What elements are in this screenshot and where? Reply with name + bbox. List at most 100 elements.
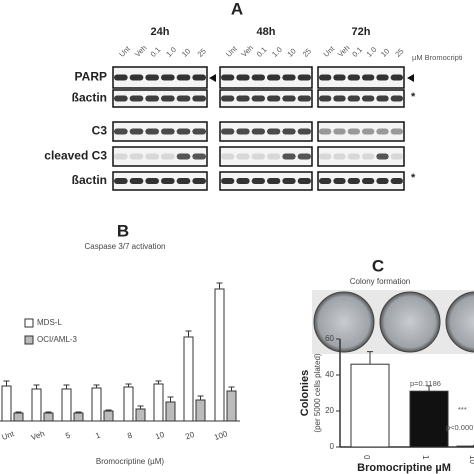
bar (409, 390, 449, 448)
x-tick-label: 10 (468, 455, 474, 464)
blot-band (333, 153, 346, 160)
error-bar (216, 282, 223, 289)
blot-band (129, 153, 144, 160)
x-tick-label: 5 (64, 430, 72, 440)
lane-label: 0.1 (350, 45, 364, 59)
y-tick-label: 20 (325, 406, 334, 415)
blot-band (145, 178, 159, 184)
bar (123, 386, 134, 422)
error-bar (426, 385, 432, 392)
blot-band (192, 74, 206, 81)
blot-band (251, 128, 265, 135)
blot-band (376, 95, 389, 102)
blot-band (236, 128, 250, 135)
blot-band (333, 95, 346, 102)
blot-band (390, 178, 403, 184)
legend-label: OCI/AML-3 (37, 335, 78, 344)
bar (153, 383, 164, 422)
x-tick-label: 100 (213, 429, 229, 442)
blot-band (319, 95, 332, 102)
error-bar (63, 384, 70, 389)
y-axis-label: (per 5000 cells plated) (313, 353, 322, 432)
y-axis-label: Colonies (299, 370, 311, 416)
blot-band (362, 128, 375, 135)
blot-band (362, 74, 375, 81)
blot-frame (317, 121, 405, 142)
blot-band (145, 128, 159, 135)
blot-band (362, 95, 375, 102)
blot-band (347, 178, 360, 184)
blot-frame (317, 146, 405, 167)
row-label: C3 (92, 124, 108, 138)
blot-band (390, 95, 403, 102)
blot-frame (317, 66, 405, 89)
bar (91, 387, 102, 422)
error-bar (75, 411, 82, 413)
blot-band (221, 95, 235, 102)
error-bar (105, 409, 112, 411)
lane-label: 25 (196, 47, 208, 59)
blot-band (236, 95, 250, 102)
bar (13, 412, 24, 422)
blot-band (282, 153, 296, 160)
blot-band (347, 74, 360, 81)
blot-band (282, 95, 296, 102)
error-bar (93, 384, 100, 388)
timepoint-label: 48h (257, 26, 276, 38)
blot-band (236, 74, 250, 81)
x-tick-label: Veh (30, 429, 46, 442)
blot-band (251, 178, 265, 184)
bar (165, 401, 176, 422)
x-tick-label: 10 (154, 430, 166, 442)
colony-wells (312, 290, 474, 354)
blot-band (221, 74, 235, 81)
blot-frame (317, 171, 405, 191)
bar (73, 412, 84, 422)
lane-label: 10 (285, 47, 297, 59)
blot-band (192, 128, 206, 135)
bar (43, 412, 54, 422)
blot-band (376, 128, 389, 135)
blot-band (161, 178, 175, 184)
blot-band (347, 95, 360, 102)
blot-band (145, 153, 159, 160)
blot-frame (219, 171, 313, 191)
blot-frame (317, 89, 405, 108)
legend-swatch (24, 335, 34, 345)
error-bar (155, 380, 162, 384)
timepoint-label: 72h (352, 26, 371, 38)
blot-frame (219, 121, 313, 142)
error-bar (15, 411, 22, 413)
lane-label: Veh (133, 43, 149, 59)
blot-band (319, 178, 332, 184)
blot-band (129, 95, 144, 102)
row-label: cleaved C3 (44, 149, 107, 163)
blot-band (319, 153, 332, 160)
bar (1, 385, 12, 422)
row-label: ßactin (72, 91, 107, 105)
error-bar (367, 351, 373, 365)
blot-band (376, 153, 389, 160)
legend-swatch (24, 318, 34, 328)
bar (135, 408, 146, 422)
bar (214, 288, 225, 422)
blot-frame (112, 171, 208, 191)
blot-frame (112, 121, 208, 142)
x-tick-label: 20 (184, 430, 196, 442)
blot-band (221, 178, 235, 184)
lane-label: 0.1 (149, 45, 163, 59)
blot-band (145, 95, 159, 102)
error-bar (3, 380, 10, 386)
error-bar (33, 384, 40, 389)
blot-band (161, 128, 175, 135)
blot-band (176, 178, 191, 184)
blot-frame (219, 66, 313, 89)
asterisk: * (411, 91, 416, 103)
blot-band (236, 178, 250, 184)
blot-band (297, 128, 311, 135)
lane-label: 1.0 (270, 45, 284, 59)
lane-label: 0.1 (255, 45, 269, 59)
blot-band (267, 178, 281, 184)
y-tick-label: 40 (325, 370, 334, 379)
blot-band (251, 153, 265, 160)
